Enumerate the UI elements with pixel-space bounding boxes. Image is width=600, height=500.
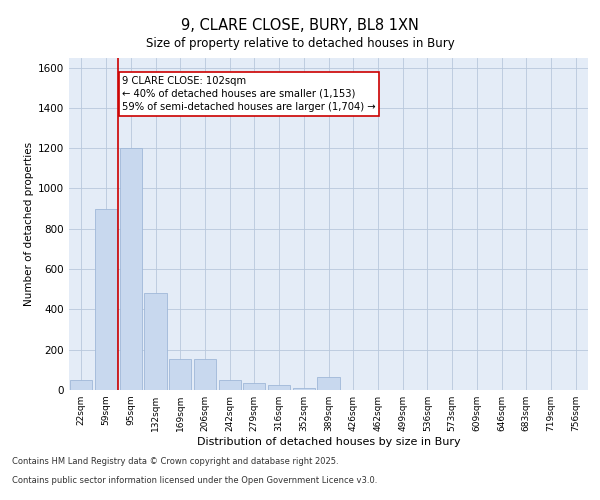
Bar (70, 380, 92, 390)
Bar (194, 359, 216, 390)
Bar (169, 359, 191, 390)
Bar (317, 377, 340, 390)
X-axis label: Distribution of detached houses by size in Bury: Distribution of detached houses by size … (197, 437, 460, 447)
Text: 9, CLARE CLOSE, BURY, BL8 1XN: 9, CLARE CLOSE, BURY, BL8 1XN (181, 18, 419, 32)
Y-axis label: Number of detached properties: Number of detached properties (24, 142, 34, 306)
Bar (119, 148, 142, 390)
Text: Size of property relative to detached houses in Bury: Size of property relative to detached ho… (146, 38, 454, 51)
Bar (95, 208, 117, 390)
Bar (218, 380, 241, 390)
Text: 9 CLARE CLOSE: 102sqm
← 40% of detached houses are smaller (1,153)
59% of semi-d: 9 CLARE CLOSE: 102sqm ← 40% of detached … (122, 76, 376, 112)
Bar (293, 388, 315, 390)
Bar (268, 385, 290, 390)
Text: Contains public sector information licensed under the Open Government Licence v3: Contains public sector information licen… (12, 476, 377, 485)
Bar (243, 383, 265, 390)
Text: Contains HM Land Registry data © Crown copyright and database right 2025.: Contains HM Land Registry data © Crown c… (12, 458, 338, 466)
Bar (145, 294, 167, 390)
